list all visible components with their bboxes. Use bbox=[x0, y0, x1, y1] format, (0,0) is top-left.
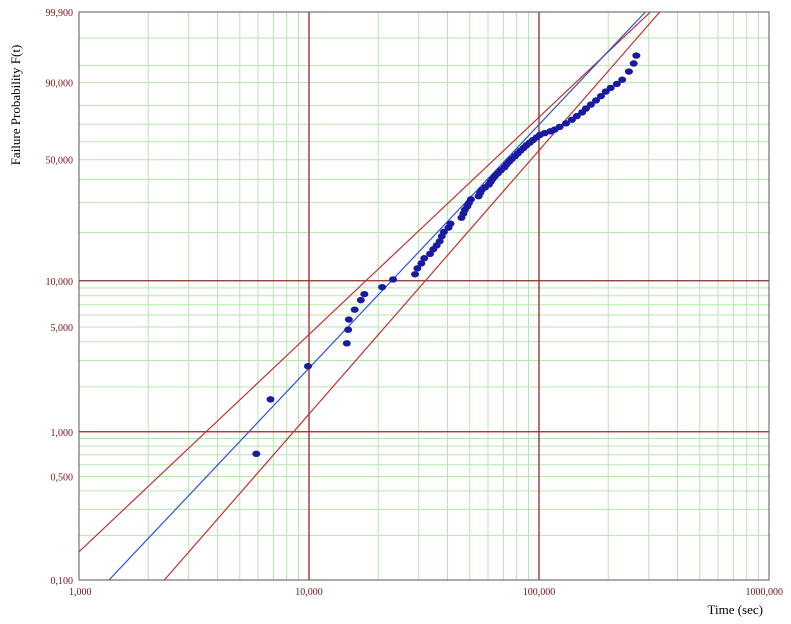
y-tick-label: 10,000 bbox=[46, 277, 74, 288]
y-axis-title-box: Failure Probability F(t) bbox=[4, 20, 28, 190]
x-tick-label: 10,000 bbox=[295, 587, 323, 598]
data-point bbox=[266, 396, 275, 403]
data-point bbox=[411, 271, 420, 278]
data-point bbox=[624, 68, 633, 75]
data-point bbox=[378, 283, 387, 291]
x-axis-title: Time (sec) bbox=[707, 602, 764, 617]
data-point bbox=[596, 92, 605, 100]
data-point bbox=[561, 120, 570, 127]
y-tick-labels: 0,100 0,500 1,000 5,000 10,000 50,000 90,000 99… bbox=[46, 8, 74, 587]
data-point bbox=[618, 76, 627, 83]
data-point bbox=[439, 228, 448, 236]
data-point bbox=[344, 326, 353, 333]
data-point bbox=[344, 316, 353, 323]
data-point bbox=[420, 255, 429, 262]
y-tick-label: 50,000 bbox=[46, 156, 74, 167]
data-point bbox=[581, 105, 590, 112]
data-point bbox=[555, 123, 564, 131]
data-point bbox=[303, 362, 312, 370]
y-tick-label: 1,000 bbox=[51, 428, 74, 439]
minor-grid bbox=[79, 12, 769, 580]
x-tick-label: 100,000 bbox=[523, 587, 556, 598]
data-point bbox=[360, 290, 369, 298]
x-tick-label: 1000,000 bbox=[746, 587, 784, 598]
x-tick-labels: 1,000 10,000 100,000 1000,000 bbox=[69, 587, 783, 598]
data-point bbox=[350, 306, 359, 313]
data-points bbox=[252, 52, 641, 458]
y-tick-label: 0,100 bbox=[51, 576, 74, 587]
data-point bbox=[466, 196, 475, 203]
y-axis-title: Failure Probability F(t) bbox=[8, 44, 23, 166]
y-tick-label: 90,000 bbox=[46, 79, 74, 90]
data-point bbox=[629, 60, 638, 67]
confidence-bounds bbox=[79, 12, 661, 580]
y-tick-label: 0,500 bbox=[51, 472, 74, 483]
major-grid bbox=[79, 12, 769, 580]
data-point bbox=[435, 238, 444, 245]
data-point bbox=[252, 450, 261, 458]
data-point bbox=[413, 265, 422, 272]
data-point bbox=[417, 260, 426, 267]
fit-line bbox=[108, 12, 646, 580]
data-point bbox=[446, 220, 455, 227]
data-point bbox=[632, 52, 641, 59]
plot-frame bbox=[78, 11, 770, 581]
fit-line-group bbox=[108, 12, 646, 580]
y-tick-label: 99,900 bbox=[46, 8, 74, 19]
data-point bbox=[572, 112, 581, 120]
data-point bbox=[356, 296, 365, 304]
lower-confidence-bound bbox=[163, 12, 661, 580]
data-point bbox=[342, 340, 351, 347]
data-point bbox=[612, 80, 621, 88]
data-point bbox=[606, 84, 615, 92]
data-point bbox=[586, 101, 595, 108]
upper-confidence-bound bbox=[79, 12, 651, 553]
data-point bbox=[592, 97, 601, 104]
y-tick-label: 5,000 bbox=[51, 323, 74, 334]
x-tick-label: 1,000 bbox=[69, 587, 92, 598]
data-point bbox=[389, 276, 398, 283]
